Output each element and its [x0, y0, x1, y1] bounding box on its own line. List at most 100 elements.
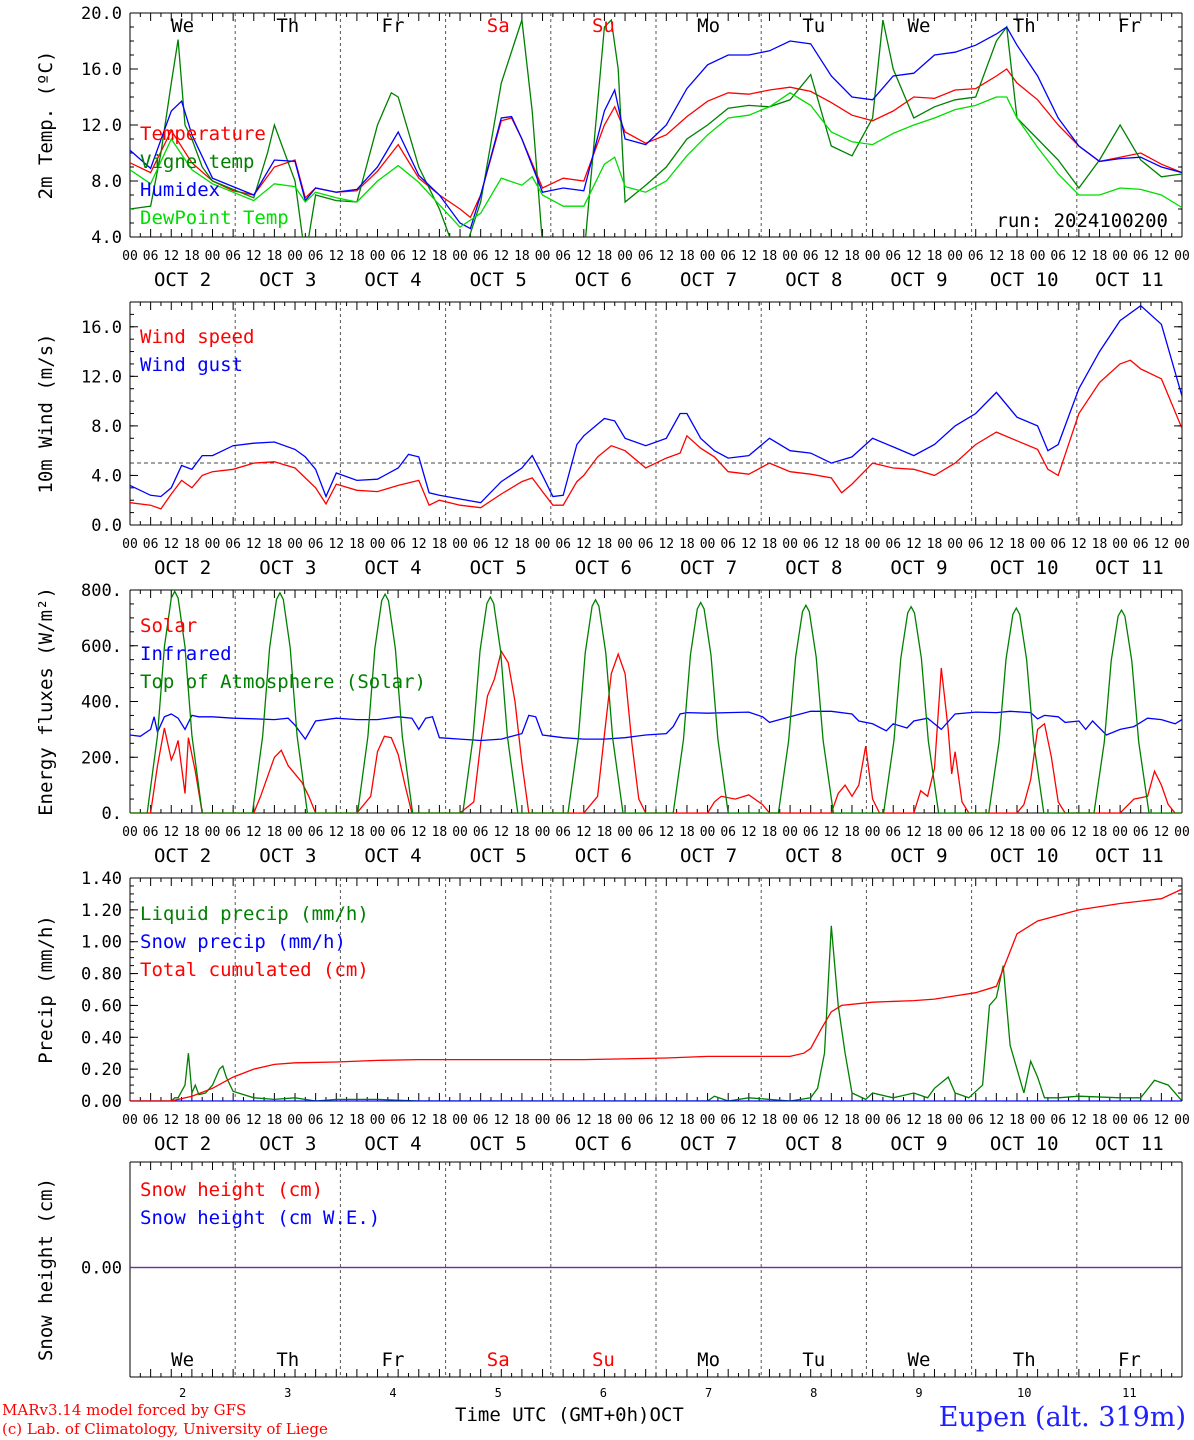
hour-tick-label: 18: [432, 1113, 448, 1128]
legend-entry: Humidex: [140, 179, 220, 201]
date-label: OCT 8: [785, 845, 842, 867]
hour-tick-label: 00: [1174, 825, 1190, 840]
hour-tick-label: 12: [906, 1113, 922, 1128]
y-tick-label: 0.00: [81, 1259, 122, 1279]
weekday-label-bottom: Fr: [382, 1349, 405, 1371]
date-label: OCT 4: [364, 845, 421, 867]
series-top-of-atmosphere-solar: [130, 590, 1182, 813]
hour-tick-label: 00: [617, 537, 633, 552]
hour-tick-label: 12: [163, 825, 179, 840]
station-name: Eupen (alt. 319m): [938, 1402, 1186, 1433]
date-label: OCT 6: [575, 557, 632, 579]
hour-tick-label: 18: [844, 249, 860, 264]
weekday-label-top: We: [171, 15, 194, 37]
hour-tick-label: 18: [762, 825, 778, 840]
legend-entry: Snow height (cm): [140, 1179, 323, 1201]
hour-tick-label: 12: [1154, 1113, 1170, 1128]
hour-tick-label: 06: [225, 825, 241, 840]
hour-tick-label: 18: [1092, 825, 1108, 840]
hour-tick-label: 18: [1092, 537, 1108, 552]
hour-tick-label: 12: [741, 1113, 757, 1128]
date-label: OCT 2: [154, 1133, 211, 1155]
date-label: OCT 5: [470, 845, 527, 867]
hour-tick-label: 12: [1071, 1113, 1087, 1128]
hour-tick-label: 00: [617, 825, 633, 840]
hour-tick-label: 06: [968, 537, 984, 552]
hour-tick-label: 00: [782, 537, 798, 552]
y-axis-label: Snow height (cm): [35, 1178, 57, 1361]
day-number-label: 11: [1122, 1386, 1136, 1400]
hour-tick-label: 06: [1133, 1113, 1149, 1128]
x-axis-month: OCT: [649, 1404, 684, 1426]
hour-tick-label: 06: [968, 1113, 984, 1128]
hour-tick-label: 18: [267, 537, 283, 552]
hour-tick-label: 12: [989, 1113, 1005, 1128]
day-number-label: 4: [389, 1386, 396, 1400]
hour-tick-label: 12: [246, 1113, 262, 1128]
date-label: OCT 7: [680, 269, 737, 291]
legend-entry: Solar: [140, 615, 197, 637]
hour-tick-label: 06: [308, 537, 324, 552]
date-label: OCT 7: [680, 1133, 737, 1155]
hour-tick-label: 12: [1154, 825, 1170, 840]
y-tick-label: 20.0: [81, 4, 122, 24]
hour-tick-label: 06: [638, 537, 654, 552]
hour-tick-label: 00: [122, 537, 138, 552]
y-axis-label: Precip (mm/h): [35, 915, 57, 1064]
hour-tick-label: 00: [452, 825, 468, 840]
hour-tick-label: 12: [1154, 249, 1170, 264]
hour-tick-label: 06: [638, 825, 654, 840]
hour-tick-label: 06: [1050, 825, 1066, 840]
hour-tick-label: 06: [555, 537, 571, 552]
hour-tick-label: 18: [432, 537, 448, 552]
run-label: run: 2024100200: [996, 210, 1168, 232]
hour-tick-label: 12: [246, 537, 262, 552]
hour-tick-label: 18: [349, 537, 365, 552]
hour-tick-label: 00: [782, 249, 798, 264]
hour-tick-label: 12: [906, 825, 922, 840]
hour-tick-label: 18: [1009, 537, 1025, 552]
hour-tick-label: 18: [597, 1113, 613, 1128]
hour-tick-label: 18: [762, 537, 778, 552]
date-label: OCT 8: [785, 1133, 842, 1155]
y-tick-label: 0.00: [81, 1092, 122, 1112]
hour-tick-label: 00: [1112, 1113, 1128, 1128]
hour-tick-label: 12: [576, 825, 592, 840]
day-number-label: 3: [284, 1386, 291, 1400]
legend-entry: Temperature: [140, 123, 266, 145]
series-group: [130, 590, 1182, 813]
hour-tick-label: 12: [741, 825, 757, 840]
hour-tick-label: 00: [122, 1113, 138, 1128]
hour-tick-label: 18: [844, 825, 860, 840]
hour-tick-label: 00: [370, 537, 386, 552]
hour-tick-label: 06: [390, 1113, 406, 1128]
date-label: OCT 9: [890, 269, 947, 291]
hour-tick-label: 00: [287, 825, 303, 840]
hour-tick-label: 18: [514, 825, 530, 840]
hour-tick-label: 00: [1030, 537, 1046, 552]
date-label: OCT 2: [154, 557, 211, 579]
hour-tick-label: 06: [638, 249, 654, 264]
hour-tick-label: 06: [968, 249, 984, 264]
y-tick-label: 8.0: [91, 172, 122, 192]
hour-tick-label: 06: [143, 249, 159, 264]
hour-tick-label: 06: [720, 825, 736, 840]
day-number-label: 5: [495, 1386, 502, 1400]
hour-tick-label: 00: [205, 249, 221, 264]
hour-tick-label: 00: [700, 537, 716, 552]
hour-tick-label: 00: [287, 537, 303, 552]
hour-tick-label: 18: [184, 537, 200, 552]
hour-tick-label: 00: [617, 1113, 633, 1128]
series-temperature: [130, 68, 1182, 219]
weekday-label-top: Th: [1013, 15, 1036, 37]
hour-tick-label: 06: [885, 825, 901, 840]
date-label: OCT 2: [154, 845, 211, 867]
hour-tick-label: 12: [658, 825, 674, 840]
hour-tick-label: 00: [452, 1113, 468, 1128]
hour-tick-label: 00: [1174, 1113, 1190, 1128]
y-axis-label: Energy fluxes (W/m²): [35, 587, 57, 816]
hour-tick-label: 12: [328, 249, 344, 264]
hour-tick-label: 18: [679, 249, 695, 264]
series-solar: [130, 649, 1182, 813]
y-tick-label: 1.40: [81, 869, 122, 889]
